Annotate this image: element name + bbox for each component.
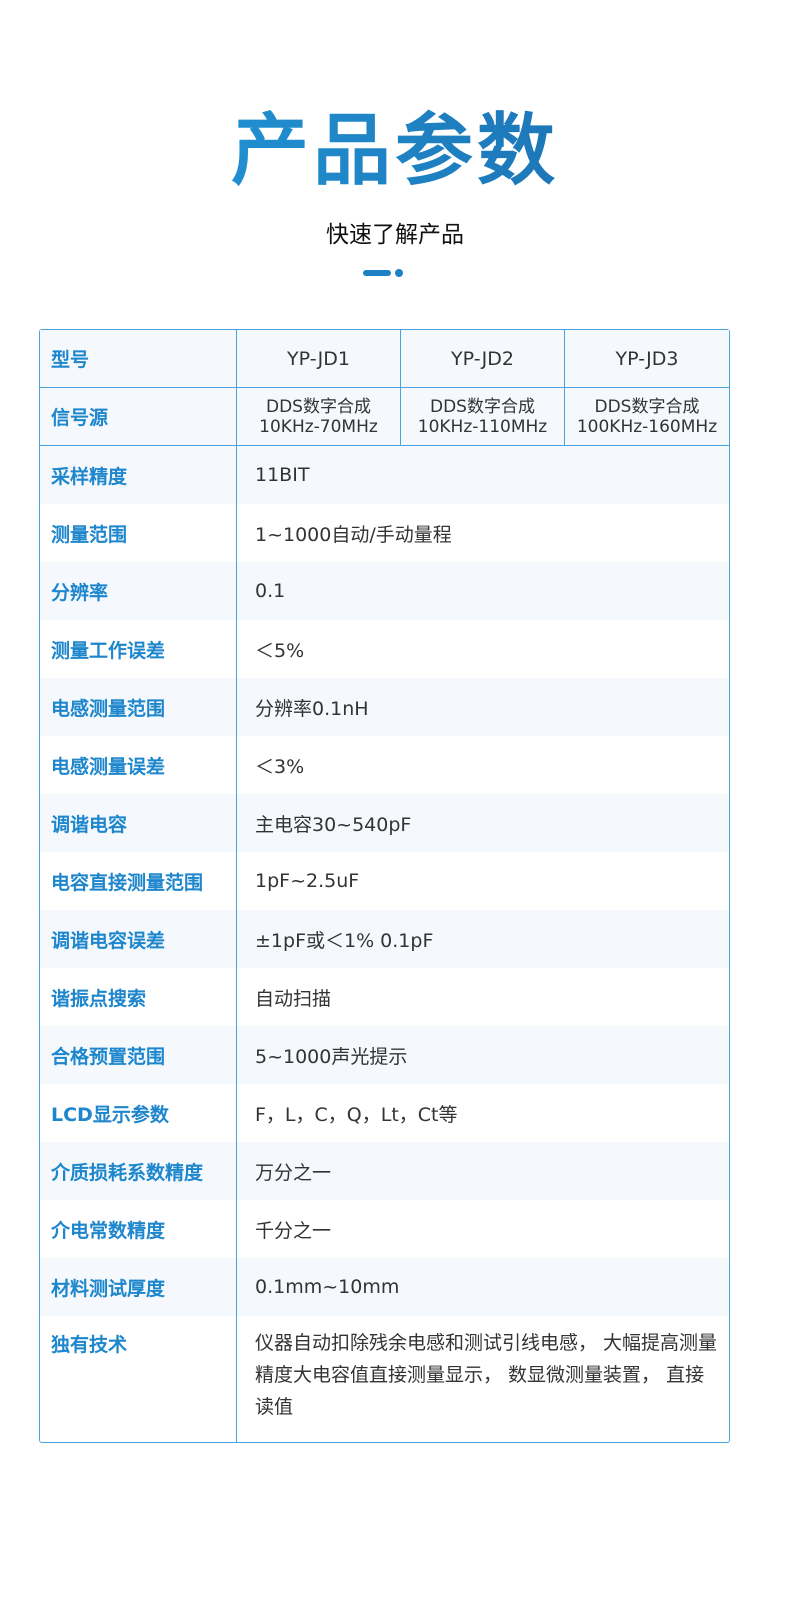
row-value: 主电容30~540pF xyxy=(237,794,729,852)
table-row: 电容直接测量范围 1pF~2.5uF xyxy=(40,852,729,910)
row-label: 调谐电容误差 xyxy=(40,910,237,968)
row-label: 谐振点搜索 xyxy=(40,968,237,1026)
row-value: 0.1 xyxy=(237,562,729,620)
source-line: 10KHz-110MHz xyxy=(417,416,548,437)
decorative-dash xyxy=(363,270,391,276)
table-row: 调谐电容误差 ±1pF或＜1% 0.1pF xyxy=(40,910,729,968)
table-row-model: 型号 YP-JD1 YP-JD2 YP-JD3 xyxy=(40,330,729,388)
source-line: DDS数字合成 xyxy=(266,396,371,417)
row-value: ±1pF或＜1% 0.1pF xyxy=(237,910,729,968)
model-cell: YP-JD2 xyxy=(401,330,565,388)
model-cell: YP-JD1 xyxy=(237,330,401,388)
row-value: 5~1000声光提示 xyxy=(237,1026,729,1084)
table-row: 独有技术 仪器自动扣除残余电感和测试引线电感， 大幅提高测量 精度大电容值直接测量… xyxy=(40,1316,729,1442)
row-label: 型号 xyxy=(40,330,237,388)
row-label: 电感测量范围 xyxy=(40,678,237,736)
row-label: 合格预置范围 xyxy=(40,1026,237,1084)
row-label: 测量工作误差 xyxy=(40,620,237,678)
row-label: 测量范围 xyxy=(40,504,237,562)
row-label: 采样精度 xyxy=(40,446,237,504)
table-row: LCD显示参数 F，L，C，Q，Lt，Ct等 xyxy=(40,1084,729,1142)
table-row: 合格预置范围 5~1000声光提示 xyxy=(40,1026,729,1084)
table-row: 分辨率 0.1 xyxy=(40,562,729,620)
row-value: 1~1000自动/手动量程 xyxy=(255,523,452,546)
table-row: 电感测量误差 ＜3% xyxy=(40,736,729,794)
table-row: 谐振点搜索 自动扫描 xyxy=(40,968,729,1026)
source-line: 10KHz-70MHz xyxy=(259,416,378,437)
row-value: ＜5% xyxy=(255,639,305,662)
row-value: 分辨率0.1nH xyxy=(237,678,729,736)
row-value: 0.1mm~10mm xyxy=(237,1258,729,1316)
row-label: LCD显示参数 xyxy=(40,1084,237,1142)
row-label: 电感测量误差 xyxy=(40,736,237,794)
row-label: 信号源 xyxy=(40,388,237,446)
row-label: 材料测试厚度 xyxy=(40,1258,237,1316)
row-value: ＜3% xyxy=(255,755,305,778)
table-row: 测量工作误差 ＜5% xyxy=(40,620,729,678)
source-cell: DDS数字合成 10KHz-110MHz xyxy=(401,388,565,446)
page-title: 产品参数 xyxy=(0,88,790,200)
source-line: DDS数字合成 xyxy=(430,396,535,417)
table-row: 介电常数精度 千分之一 xyxy=(40,1200,729,1258)
source-line: 100KHz-160MHz xyxy=(576,416,718,437)
row-value: 仪器自动扣除残余电感和测试引线电感， 大幅提高测量 精度大电容值直接测量显示， … xyxy=(255,1332,718,1418)
table-row: 电感测量范围 分辨率0.1nH xyxy=(40,678,729,736)
row-value: 11BIT xyxy=(237,446,729,504)
row-label: 调谐电容 xyxy=(40,794,237,852)
row-label: 分辨率 xyxy=(40,562,237,620)
table-row: 测量范围 1~1000自动/手动量程 xyxy=(40,504,729,562)
model-cell: YP-JD3 xyxy=(565,330,729,388)
table-row-source: 信号源 DDS数字合成 10KHz-70MHz DDS数字合成 10KHz-110M… xyxy=(40,388,729,446)
row-value: 万分之一 xyxy=(237,1142,729,1200)
decorative-dot xyxy=(395,269,403,277)
source-line: DDS数字合成 xyxy=(594,396,700,417)
row-value: F，L，C，Q，Lt，Ct等 xyxy=(255,1103,458,1126)
source-cell: DDS数字合成 10KHz-70MHz xyxy=(237,388,401,446)
row-label: 电容直接测量范围 xyxy=(40,852,237,910)
page-subtitle: 快速了解产品 xyxy=(326,222,464,248)
spec-table: 型号 YP-JD1 YP-JD2 YP-JD3 信号源 DDS数字合成 10KHz… xyxy=(39,329,730,1443)
row-value: 1pF~2.5uF xyxy=(255,870,360,892)
table-row: 调谐电容 主电容30~540pF xyxy=(40,794,729,852)
row-value: 自动扫描 xyxy=(255,987,332,1010)
row-value: 千分之一 xyxy=(255,1219,332,1242)
table-row: 材料测试厚度 0.1mm~10mm xyxy=(40,1258,729,1316)
source-cell: DDS数字合成 100KHz-160MHz xyxy=(565,388,729,446)
row-label: 介质损耗系数精度 xyxy=(40,1142,237,1200)
table-row: 采样精度 11BIT xyxy=(40,446,729,504)
row-label: 介电常数精度 xyxy=(40,1200,237,1258)
table-row: 介质损耗系数精度 万分之一 xyxy=(40,1142,729,1200)
row-label: 独有技术 xyxy=(40,1316,237,1442)
